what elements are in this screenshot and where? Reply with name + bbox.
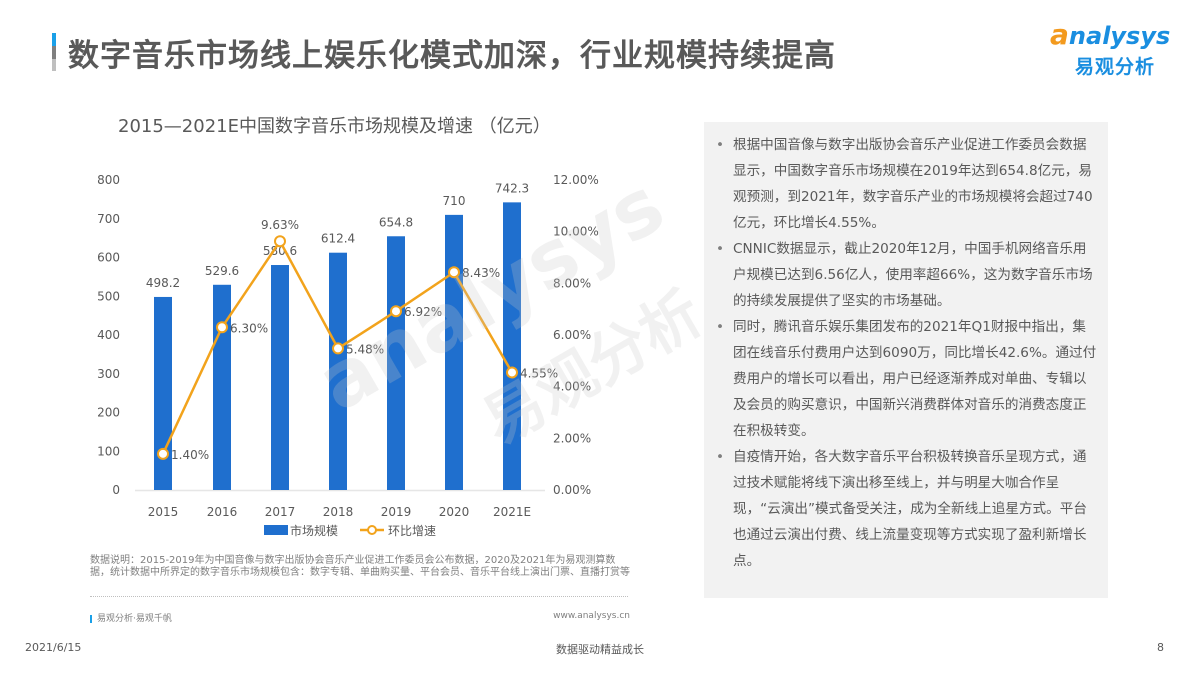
y-right-tick: 0.00% (553, 483, 591, 497)
source-label: 易观分析·易观千帆 (90, 611, 172, 624)
footer-slogan: 数据驱动精益成长 (556, 643, 644, 656)
bar-value-label: 498.2 (146, 276, 180, 290)
x-tick-label: 2021E (493, 505, 531, 519)
y-right-tick: 12.00% (553, 173, 599, 187)
chart-data-note: 数据说明：2015-2019年为中国音像与数字出版协会音乐产业促进工作委员会公布… (90, 555, 630, 578)
y-right-tick: 8.00% (553, 276, 591, 290)
growth-rate-marker (157, 447, 169, 460)
y-left-tick: 100 (97, 444, 120, 458)
bar-market-size (445, 214, 463, 490)
insight-item: • 同时，腾讯音乐娱乐集团发布的2021年Q1财报中指出，集团在线音乐付费用户达到… (716, 314, 1098, 444)
insight-item: • 根据中国音像与数字出版协会音乐产业促进工作委员会数据显示，中国数字音乐市场规模… (716, 132, 1098, 236)
line-value-label: 9.63% (261, 218, 299, 232)
logo-chinese: 易观分析 (1075, 56, 1156, 78)
legend-bar-label: 市场规模 (290, 523, 338, 538)
source-marker (90, 614, 92, 623)
x-tick-label: 2019 (381, 505, 412, 519)
combo-chart: 0 100 200 300 400 500 600 700 800 0.00% 2.00% 4.00%… (97, 173, 599, 538)
growth-rate-marker (274, 235, 286, 248)
insight-list: • 根据中国音像与数字出版协会音乐产业促进工作委员会数据显示，中国数字音乐市场规模… (704, 122, 1108, 574)
y-right-tick: 2.00% (553, 431, 591, 445)
y-left-tick: 300 (97, 367, 120, 381)
logo-english: analysys (1050, 18, 1171, 51)
line-value-label: 1.40% (171, 448, 209, 462)
bullet-icon: • (716, 241, 725, 257)
bar-market-size (329, 252, 347, 490)
line-value-label: 8.43% (462, 266, 500, 280)
growth-rate-marker (390, 305, 402, 318)
bullet-icon: • (716, 137, 725, 153)
line-value-label: 6.30% (230, 321, 268, 335)
footer-date: 2021/6/15 (25, 641, 82, 654)
growth-rate-marker (216, 321, 228, 334)
source-url: www.analysys.cn (553, 611, 630, 621)
page-title: 数字音乐市场线上娱乐化模式加深，行业规模持续提高 (68, 38, 836, 74)
page-number: 8 (1157, 641, 1164, 654)
y-left-tick: 700 (97, 212, 120, 226)
x-tick-label: 2017 (265, 505, 296, 519)
x-tick-label: 2018 (323, 505, 354, 519)
y-left-tick: 500 (97, 289, 120, 303)
bar-value-label: 612.4 (321, 232, 355, 246)
growth-rate-marker (506, 366, 518, 379)
y-left-tick: 200 (97, 406, 120, 420)
insight-panel: • 根据中国音像与数字出版协会音乐产业促进工作委员会数据显示，中国数字音乐市场规模… (704, 122, 1108, 598)
analysys-logo: analysys 易观分析 (1050, 18, 1170, 78)
bar-value-label: 742.3 (495, 181, 529, 195)
legend-line-marker (367, 525, 377, 535)
y-right-tick: 4.00% (553, 380, 591, 394)
insight-item: • 自疫情开始，各大数字音乐平台积极转换音乐呈现方式，通过技术赋能将线下演出移至线… (716, 444, 1098, 574)
legend-bar-swatch (264, 525, 288, 535)
bar-market-size (154, 296, 172, 490)
line-value-label: 4.55% (520, 366, 558, 380)
bar-market-size (387, 236, 405, 490)
bar-market-size (503, 202, 521, 490)
growth-rate-marker (448, 266, 460, 279)
y-left-tick: 0 (112, 483, 120, 497)
y-right-tick: 10.00% (553, 225, 599, 239)
bar-market-size (213, 284, 231, 490)
growth-rate-marker (332, 342, 344, 355)
title-accent-bar (52, 33, 56, 71)
y-left-tick: 800 (97, 173, 120, 187)
insight-item: • CNNIC数据显示，截止2020年12月，中国手机网络音乐用户规模已达到6.5… (716, 236, 1098, 314)
bullet-icon: • (716, 319, 725, 335)
bar-value-label: 710 (443, 194, 466, 208)
y-left-tick: 400 (97, 328, 120, 342)
line-value-label: 5.48% (346, 342, 384, 356)
y-left-tick: 600 (97, 251, 120, 265)
line-value-label: 6.92% (404, 305, 442, 319)
x-tick-label: 2015 (148, 505, 179, 519)
bar-value-label: 654.8 (379, 215, 413, 229)
x-tick-label: 2020 (439, 505, 470, 519)
bullet-icon: • (716, 449, 725, 465)
bar-value-label: 529.6 (205, 264, 239, 278)
y-right-tick: 6.00% (553, 328, 591, 342)
x-tick-label: 2016 (207, 505, 238, 519)
note-divider (90, 596, 628, 597)
bar-market-size (271, 265, 289, 490)
legend-line-label: 环比增速 (388, 524, 436, 538)
chart-title: 2015—2021E中国数字音乐市场规模及增速 （亿元） (118, 116, 551, 137)
